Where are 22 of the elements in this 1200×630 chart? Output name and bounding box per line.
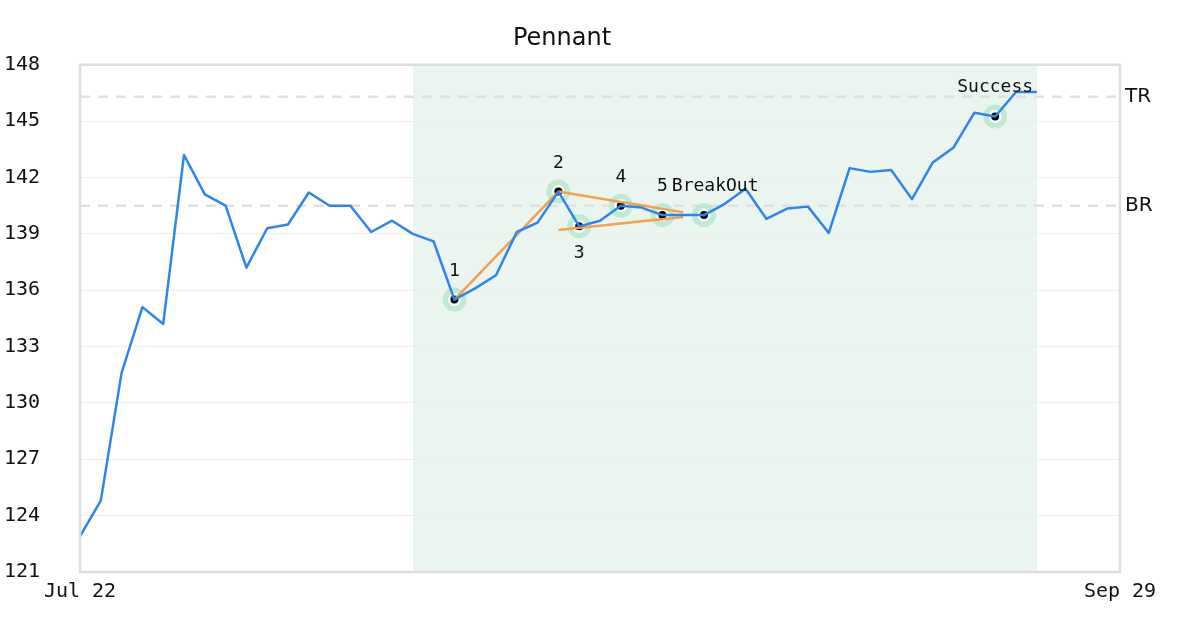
y-tick-label: 121 [4,558,41,583]
series-label: Success [957,75,1034,97]
y-tick-label: 124 [4,501,41,526]
y-tick-label: 139 [4,220,41,245]
series-label: 1 [448,258,460,280]
x-tick-label: Jul 22 [43,578,117,603]
series-label: 2 [552,150,564,172]
y-tick-label: 130 [4,389,41,414]
series-label: 4 [615,164,627,186]
series-label: 5 [656,174,668,196]
y-tick-label: 148 [4,51,41,75]
ref-line-label: TR [1124,82,1152,107]
y-tick-label: 142 [4,163,41,188]
x-tick-label: Sep 29 [1083,578,1157,603]
y-tick-label: 136 [4,276,41,301]
series-label: 3 [573,241,585,263]
y-tick-label: 127 [4,445,41,470]
series-label: BreakOut [671,174,759,196]
chart-title: Pennant [512,22,612,51]
y-tick-label: 133 [4,332,41,357]
ref-line-label: BR [1125,191,1153,216]
y-tick-label: 145 [4,107,41,132]
